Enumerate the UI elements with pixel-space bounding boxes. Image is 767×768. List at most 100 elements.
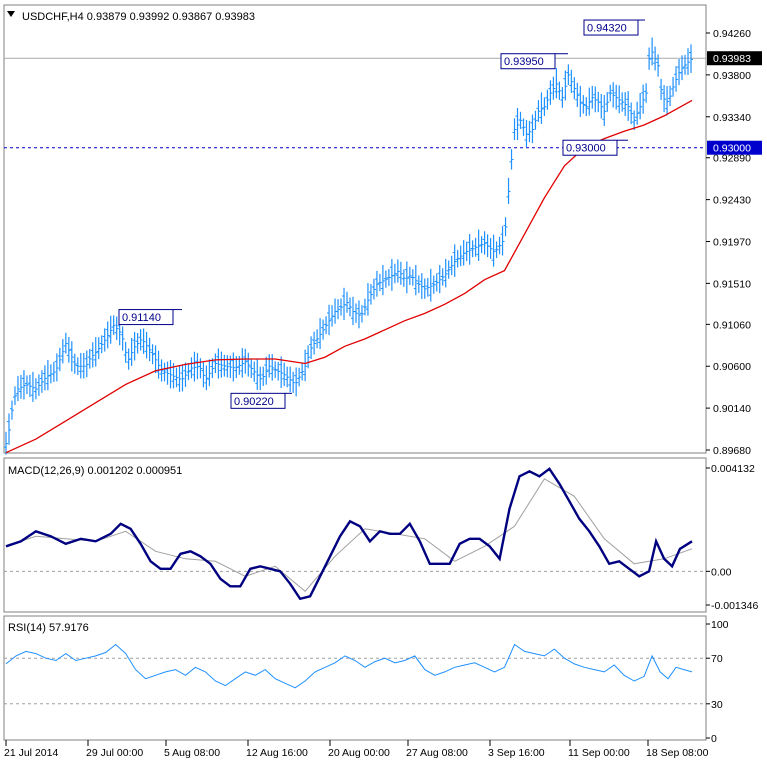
price-bar [506, 177, 511, 204]
price-tick-label: 0.90600 [713, 361, 751, 373]
price-bar [347, 297, 352, 317]
price-annotation-label: 0.91140 [122, 312, 161, 324]
price-bar [63, 332, 68, 354]
price-bar [105, 321, 110, 349]
triangle-down-icon[interactable] [7, 11, 15, 17]
price-bar [563, 70, 568, 101]
price-bar [216, 348, 221, 379]
macd-panel-header: MACD(12,26,9) 0.001202 0.000951 [8, 465, 182, 477]
price-bar [689, 44, 694, 74]
price-bar [66, 336, 71, 363]
price-bar [225, 355, 230, 378]
price-bar [452, 244, 457, 277]
time-tick-label: 20 Aug 00:00 [328, 747, 390, 759]
price-bar [467, 234, 472, 265]
price-bar [81, 353, 86, 379]
price-bar [362, 298, 367, 316]
price-bar [132, 331, 137, 361]
price-bar [231, 352, 236, 382]
price-bar [207, 359, 212, 387]
price-annotation-label: 0.93000 [566, 143, 606, 155]
price-bar [93, 337, 98, 367]
price-bar [392, 263, 397, 284]
price-bar [503, 217, 508, 237]
price-bar [383, 270, 388, 288]
price-bar [539, 92, 544, 124]
price-bar [219, 351, 224, 378]
price-annotation[interactable]: 0.93950 [500, 53, 568, 70]
time-tick-label: 5 Aug 08:00 [164, 747, 220, 759]
price-bar [449, 255, 454, 276]
price-annotation[interactable]: 0.94320 [583, 19, 645, 36]
price-bar [512, 118, 517, 141]
price-plot: 0.94320 0.93950 0.93000 0.91140 0.90220 [4, 19, 706, 455]
price-bar [267, 354, 272, 378]
price-bar [497, 236, 502, 255]
price-bar [114, 316, 119, 341]
price-bar [312, 331, 317, 355]
price-bar [560, 87, 565, 108]
price-bar [407, 266, 412, 285]
price-tick-label: 0.93340 [713, 112, 751, 124]
price-bar [668, 85, 673, 107]
price-bar [440, 268, 445, 286]
price-bar [380, 265, 385, 296]
price-bar [120, 326, 125, 351]
price-bar [662, 85, 667, 113]
price-annotation-box [118, 309, 174, 326]
price-bar [545, 89, 550, 110]
rsi-tick-label: 0 [711, 733, 717, 745]
price-bar [264, 356, 269, 385]
price-bar [464, 241, 469, 262]
price-bar [222, 354, 227, 377]
price-bar [626, 91, 631, 121]
price-bar [443, 258, 448, 288]
price-bar [213, 353, 218, 374]
price-bar [446, 260, 451, 279]
price-bar [180, 364, 185, 392]
price-annotation[interactable]: 0.93000 [562, 139, 628, 156]
price-bar [590, 85, 595, 109]
price-bar [336, 299, 341, 320]
price-bar [111, 315, 116, 335]
time-tick-label: 21 Jul 2014 [4, 747, 58, 759]
price-bar [15, 376, 20, 401]
price-bar [479, 236, 484, 254]
macd-tick-label: 0.004132 [711, 463, 755, 475]
price-bar [413, 264, 418, 296]
price-bar [416, 275, 421, 294]
price-bar [297, 367, 302, 387]
price-bar [261, 366, 266, 386]
price-bar [359, 305, 364, 323]
price-bar [614, 84, 619, 110]
price-bar [674, 66, 679, 92]
price-bar [551, 76, 556, 100]
price-tick-label: 0.91970 [713, 237, 751, 249]
price-bar [21, 370, 26, 400]
price-bar [345, 291, 350, 313]
price-bar [27, 374, 32, 397]
price-bar [204, 365, 209, 391]
price-bar [282, 362, 287, 387]
price-bar [24, 375, 29, 395]
price-bar [33, 378, 38, 400]
price-bar [159, 359, 164, 382]
price-bar [653, 46, 658, 71]
price-annotation[interactable]: 0.90220 [230, 392, 292, 409]
price-tick-label: 0.93800 [713, 70, 751, 82]
price-bar [165, 361, 170, 385]
price-bar [569, 69, 574, 93]
price-bar [659, 78, 664, 100]
price-bar [587, 87, 592, 116]
price-tick-label: 0.92430 [713, 195, 751, 207]
price-bar [374, 270, 379, 297]
price-bar [629, 102, 634, 125]
macd-signal-line [5, 478, 693, 593]
price-bar [60, 339, 65, 364]
price-annotation-box [500, 53, 556, 70]
price-annotation[interactable]: 0.91140 [118, 309, 182, 326]
main-panel-header: USDCHF,H4 0.93879 0.93992 0.93867 0.9398… [22, 11, 255, 23]
rsi-panel [3, 615, 707, 741]
price-bar [321, 319, 326, 340]
price-bar [368, 283, 373, 305]
